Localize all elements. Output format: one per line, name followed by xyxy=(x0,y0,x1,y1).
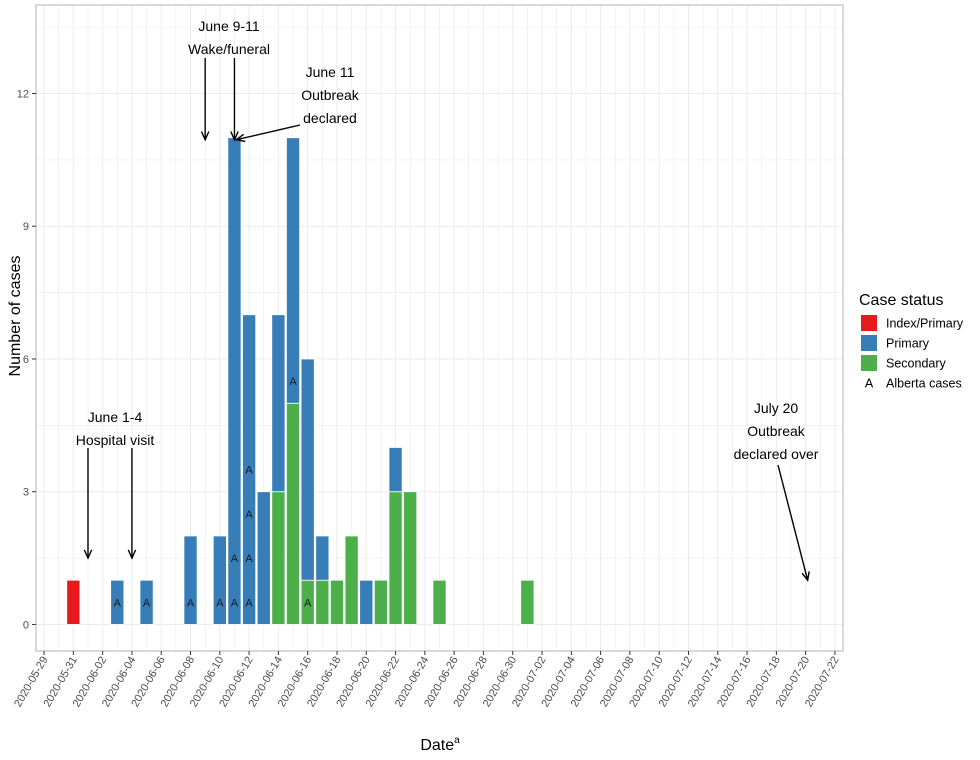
bar-primary-2020-06-08 xyxy=(183,535,198,625)
y-axis-title: Number of cases xyxy=(7,256,24,377)
bar-primary-2020-06-14 xyxy=(271,314,286,493)
alberta-case-marker: A xyxy=(187,597,195,609)
alberta-case-marker: A xyxy=(304,597,312,609)
alberta-case-marker: A xyxy=(245,509,253,521)
bar-secondary-2020-06-15 xyxy=(286,402,301,625)
bar-index-2020-05-31 xyxy=(66,579,81,625)
annotation-arrow-head xyxy=(83,549,93,560)
alberta-case-marker: A xyxy=(114,597,122,609)
y-tick-label: 12 xyxy=(17,88,29,100)
annotation-arrow-head xyxy=(200,131,210,142)
annotation-arrow-head xyxy=(234,133,246,143)
bar-primary-2020-06-22 xyxy=(388,447,403,493)
annotation-text: June 11 xyxy=(306,64,355,80)
bar-primary-2020-06-13 xyxy=(256,491,271,625)
alberta-case-marker: A xyxy=(245,465,253,477)
legend-label-alberta: Alberta cases xyxy=(886,377,962,391)
y-tick-label: 3 xyxy=(23,487,29,499)
legend-swatch-secondary xyxy=(861,355,877,371)
legend: Case status Index/Primary Primary Secondar… xyxy=(859,292,964,391)
bar-secondary-2020-06-25 xyxy=(432,579,447,625)
alberta-case-marker: A xyxy=(231,553,239,565)
annotation-text: Wake/funeral xyxy=(188,41,270,57)
bar-primary-2020-06-15 xyxy=(286,137,301,404)
annotation-text: Outbreak xyxy=(301,87,360,103)
legend-swatch-primary xyxy=(861,335,877,351)
bar-primary-2020-06-10 xyxy=(212,535,227,625)
bars-group xyxy=(66,137,535,625)
annotation-text: July 20 xyxy=(754,400,799,416)
annotation-text: Outbreak xyxy=(747,423,806,439)
alberta-case-marker: A xyxy=(143,597,151,609)
bar-secondary-2020-06-23 xyxy=(403,491,418,625)
x-axis-title-group: Datea xyxy=(420,735,460,754)
bar-primary-2020-06-05 xyxy=(139,579,154,625)
bar-primary-2020-06-12 xyxy=(242,314,257,625)
annotations-group: June 1-4 Hospital visit June 9-11 Wake/fune… xyxy=(76,18,819,582)
bar-secondary-2020-06-14 xyxy=(271,491,286,625)
bar-secondary-2020-06-19 xyxy=(344,535,359,625)
bar-secondary-2020-06-21 xyxy=(373,579,388,625)
bar-primary-2020-06-17 xyxy=(315,535,330,581)
annotation-arrow-head xyxy=(230,131,239,142)
alberta-case-marker: A xyxy=(289,376,297,388)
legend-label-index: Index/Primary xyxy=(886,317,964,331)
alberta-case-marker: A xyxy=(216,597,224,609)
legend-title: Case status xyxy=(859,292,943,309)
x-axis-title: Date xyxy=(420,737,454,754)
annotation-text: declared over xyxy=(734,446,819,462)
legend-swatch-index xyxy=(861,315,877,331)
bar-primary-2020-06-16 xyxy=(300,358,315,581)
alberta-case-marker: A xyxy=(245,597,253,609)
x-axis-title-superscript: a xyxy=(454,735,460,746)
bar-secondary-2020-06-22 xyxy=(388,491,403,625)
annotation-arrow-head xyxy=(127,549,137,560)
annotation-text: June 9-11 xyxy=(198,18,259,34)
bar-secondary-2020-06-18 xyxy=(329,579,344,625)
annotation-text: June 1-4 xyxy=(88,409,143,425)
bar-primary-2020-06-20 xyxy=(359,579,374,625)
y-tick-label: 6 xyxy=(23,354,29,366)
legend-label-primary: Primary xyxy=(886,337,930,351)
y-tick-label: 0 xyxy=(23,619,29,631)
legend-marker-symbol: A xyxy=(865,377,874,391)
alberta-case-marker: A xyxy=(245,553,253,565)
annotation-arrow-shaft xyxy=(777,464,809,581)
annotation-text: Hospital visit xyxy=(76,432,155,448)
bar-secondary-2020-07-01 xyxy=(520,579,535,625)
bar-secondary-2020-06-17 xyxy=(315,579,330,625)
annotation-text: declared xyxy=(303,110,357,126)
legend-items: Index/Primary Primary Secondary A Alberta ca… xyxy=(861,315,964,391)
bar-primary-2020-06-11 xyxy=(227,137,242,625)
y-axis-ticks: 0 3 6 9 12 xyxy=(17,88,36,631)
annotation-arrow-shaft xyxy=(236,124,301,141)
bar-primary-2020-06-03 xyxy=(110,579,125,625)
alberta-case-marker: A xyxy=(231,597,239,609)
legend-label-secondary: Secondary xyxy=(886,357,947,371)
plot-panel-border xyxy=(35,4,844,652)
annotation-arrow-head xyxy=(801,571,810,582)
y-tick-label: 9 xyxy=(23,221,29,233)
